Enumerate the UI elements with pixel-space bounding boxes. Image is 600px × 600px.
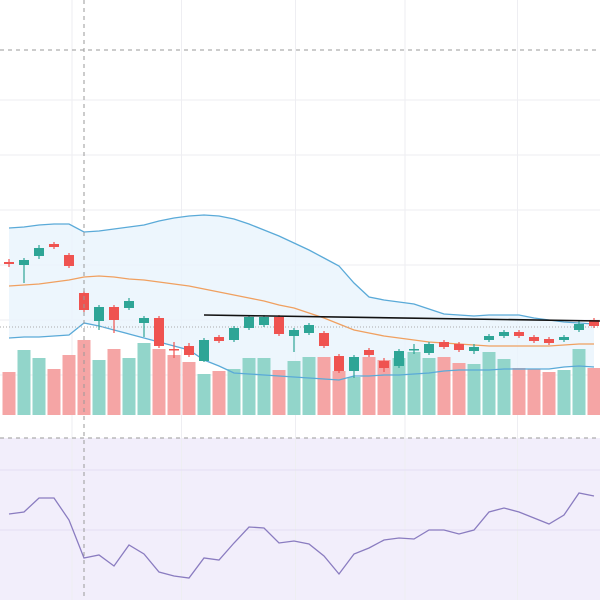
candle-body bbox=[574, 324, 584, 330]
candle-body bbox=[124, 301, 134, 308]
candle-body bbox=[544, 339, 554, 343]
candle-body bbox=[424, 344, 434, 353]
candle-body bbox=[499, 332, 509, 336]
candle-body bbox=[394, 351, 404, 366]
candle-body bbox=[244, 317, 254, 328]
candle-body bbox=[94, 307, 104, 321]
candle-body bbox=[154, 318, 164, 346]
volume-bar bbox=[122, 358, 136, 415]
volume-bar bbox=[152, 349, 166, 415]
volume-bar bbox=[32, 358, 46, 415]
volume-bar bbox=[572, 349, 586, 415]
volume-bar bbox=[437, 357, 451, 415]
candle-body bbox=[484, 336, 494, 340]
candle-body bbox=[439, 342, 449, 347]
volume-bar bbox=[512, 368, 526, 415]
candle-body bbox=[589, 320, 599, 326]
band-line bbox=[8, 322, 595, 381]
volume-bar bbox=[227, 369, 241, 415]
volume-bar bbox=[137, 343, 151, 415]
candle-body bbox=[79, 293, 89, 310]
volume-bar bbox=[407, 352, 421, 415]
candle-body bbox=[514, 332, 524, 336]
candle-body bbox=[304, 325, 314, 333]
candle-body bbox=[184, 346, 194, 355]
volume-bar bbox=[362, 357, 376, 415]
volume-bar bbox=[197, 374, 211, 415]
volume-bar bbox=[392, 358, 406, 415]
candle-body bbox=[259, 317, 269, 325]
volume-bar bbox=[167, 355, 181, 415]
candle-body bbox=[4, 262, 14, 264]
candle-body bbox=[559, 337, 569, 340]
candle-body bbox=[229, 328, 239, 340]
volume-bar bbox=[587, 368, 600, 415]
band-fill bbox=[9, 215, 594, 380]
volume-bar bbox=[527, 369, 541, 415]
candle-body bbox=[529, 337, 539, 341]
volume-bar bbox=[287, 361, 301, 415]
candle-body bbox=[199, 340, 209, 361]
candle-body bbox=[169, 349, 179, 351]
volume-bar bbox=[332, 371, 346, 415]
candle-body bbox=[349, 357, 359, 371]
candle-body bbox=[409, 349, 419, 351]
candle-body bbox=[19, 260, 29, 265]
candle-body bbox=[364, 350, 374, 355]
volume-bar bbox=[47, 369, 61, 415]
volume-bar bbox=[272, 370, 286, 415]
volume-bar bbox=[347, 377, 361, 415]
volume-bar bbox=[302, 357, 316, 415]
volume-bar bbox=[482, 352, 496, 415]
volume-bar bbox=[377, 360, 391, 415]
candle-body bbox=[289, 330, 299, 336]
volume-bar bbox=[107, 349, 121, 415]
candle-body bbox=[109, 307, 119, 320]
volume-bar bbox=[467, 364, 481, 415]
volume-bar bbox=[182, 362, 196, 415]
candle-body bbox=[274, 317, 284, 334]
volume-bar bbox=[317, 357, 331, 415]
oscillator-line bbox=[8, 492, 595, 579]
volume-bar bbox=[62, 355, 76, 415]
candle-body bbox=[34, 248, 44, 256]
volume-bar bbox=[17, 350, 31, 415]
volume-bar bbox=[92, 360, 106, 415]
candle-body bbox=[379, 361, 389, 368]
candle-body bbox=[334, 356, 344, 371]
volume-bar bbox=[542, 372, 556, 415]
candle-body bbox=[454, 344, 464, 350]
candle-body bbox=[469, 347, 479, 351]
candle-body bbox=[49, 244, 59, 247]
volume-bar bbox=[257, 358, 271, 415]
candle-body bbox=[214, 337, 224, 341]
band-line bbox=[8, 275, 594, 347]
volume-bar bbox=[452, 363, 466, 415]
volume-bar bbox=[212, 371, 226, 415]
volume-bar bbox=[557, 370, 571, 415]
candle-body bbox=[319, 333, 329, 346]
volume-bar bbox=[497, 359, 511, 415]
trendline bbox=[203, 314, 600, 322]
volume-bar bbox=[422, 358, 436, 415]
candle-body bbox=[64, 255, 74, 266]
oscillator-panel bbox=[0, 438, 600, 600]
candle-body bbox=[139, 318, 149, 323]
volume-bar bbox=[242, 358, 256, 415]
band-line bbox=[8, 214, 595, 325]
volume-bar bbox=[2, 372, 16, 415]
